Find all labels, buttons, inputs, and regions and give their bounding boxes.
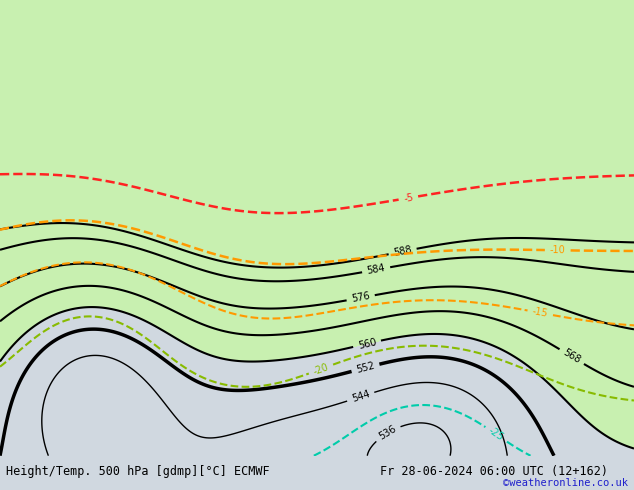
Polygon shape <box>70 25 138 47</box>
Text: Fr 28-06-2024 06:00 UTC (12+162): Fr 28-06-2024 06:00 UTC (12+162) <box>380 466 609 478</box>
Text: 560: 560 <box>357 337 377 351</box>
Polygon shape <box>349 312 377 346</box>
Text: 576: 576 <box>351 291 371 304</box>
Polygon shape <box>134 76 413 302</box>
Text: Height/Temp. 500 hPa [gdmp][°C] ECMWF: Height/Temp. 500 hPa [gdmp][°C] ECMWF <box>6 466 270 478</box>
Polygon shape <box>546 278 588 320</box>
Text: 552: 552 <box>355 361 376 375</box>
Text: -5: -5 <box>403 192 414 204</box>
Polygon shape <box>204 50 229 62</box>
Polygon shape <box>176 0 208 13</box>
Text: 588: 588 <box>392 245 413 258</box>
Text: ©weatheronline.co.uk: ©weatheronline.co.uk <box>503 478 628 488</box>
Polygon shape <box>91 0 158 21</box>
Text: 536: 536 <box>377 424 398 442</box>
Polygon shape <box>324 17 391 55</box>
Text: 544: 544 <box>351 389 371 404</box>
Text: 568: 568 <box>561 347 582 366</box>
Polygon shape <box>4 4 74 25</box>
Text: -20: -20 <box>312 362 330 376</box>
Text: -25: -25 <box>487 426 506 443</box>
Text: -15: -15 <box>531 306 549 319</box>
Text: 584: 584 <box>366 263 386 276</box>
Text: -10: -10 <box>550 245 566 255</box>
Polygon shape <box>503 325 553 367</box>
